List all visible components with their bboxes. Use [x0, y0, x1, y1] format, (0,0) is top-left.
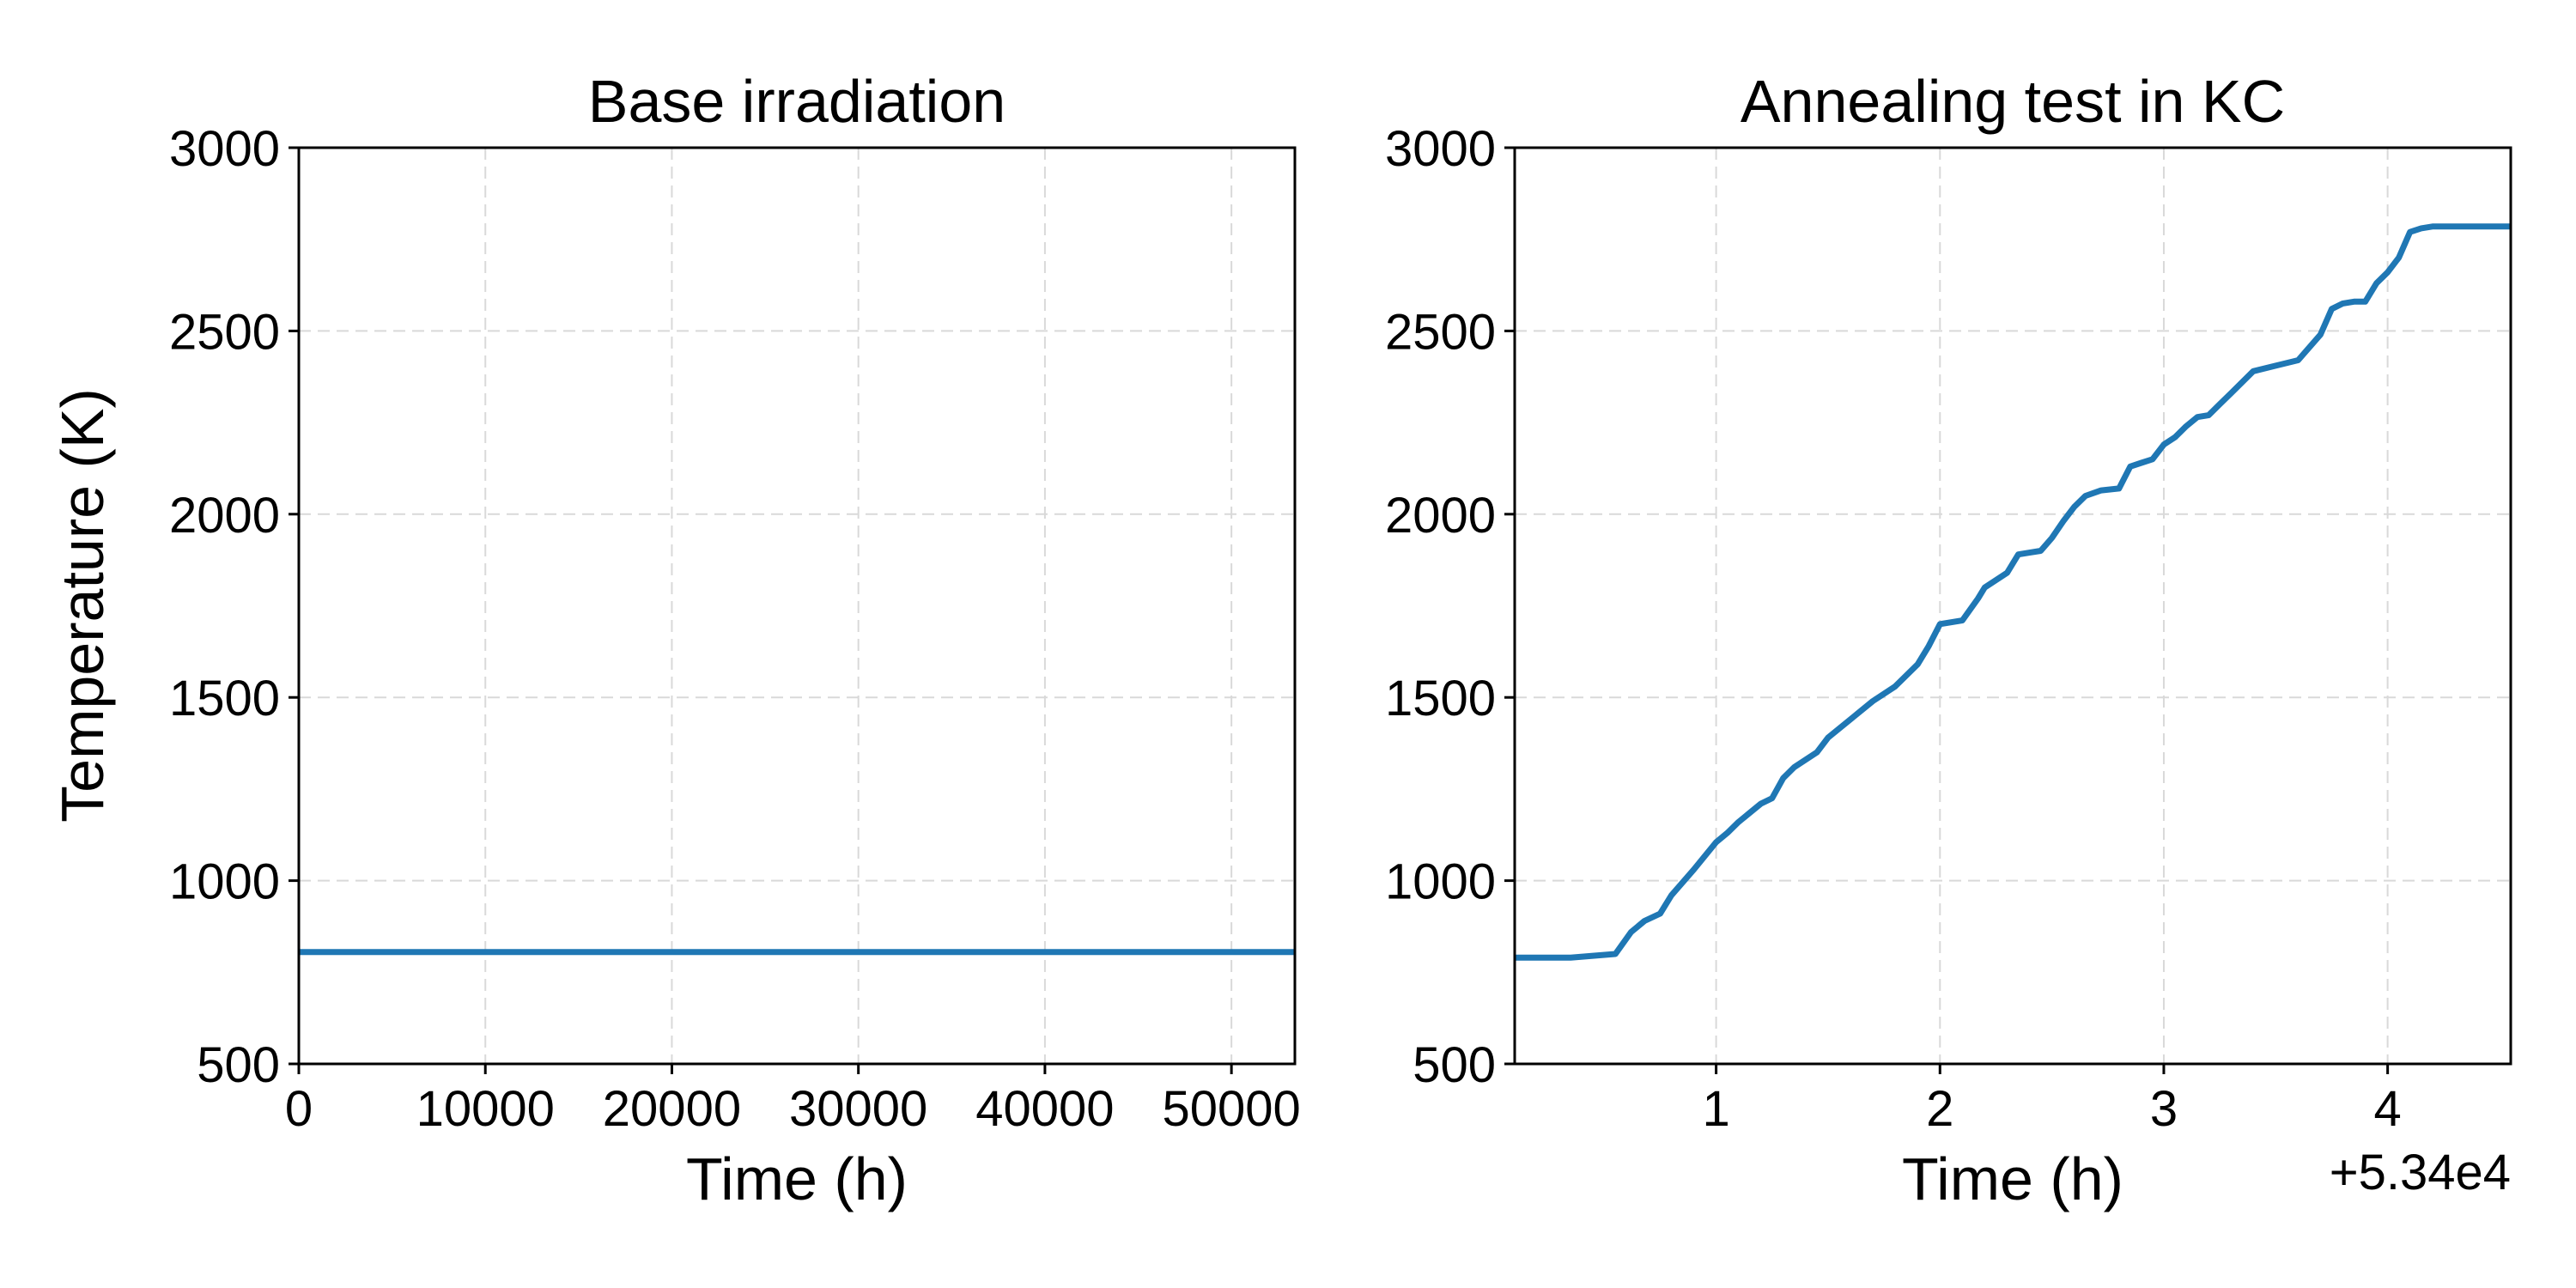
x-axis-label: Time (h): [686, 1145, 908, 1212]
x-tick-label: 50000: [1162, 1081, 1300, 1137]
x-tick-label: 30000: [789, 1081, 927, 1137]
axes-frame: [1513, 146, 2512, 1066]
y-tick-label: 3000: [169, 121, 280, 177]
right-panel: 1 2 3 4 500 1000 1500 2000 2500 3000 Annealing te…: [1385, 68, 2512, 1212]
grid-lines: [1515, 148, 2511, 1064]
x-tick-label: 10000: [416, 1081, 555, 1137]
chart-title: Annealing test in KC: [1741, 68, 2285, 135]
series-line: [1515, 223, 2511, 961]
x-tick-label: 4: [2373, 1081, 2401, 1137]
y-tick-label: 2500: [1385, 304, 1496, 360]
plot-series: [1515, 223, 2511, 961]
y-tick-label: 1000: [169, 854, 280, 910]
x-tick-label: 2: [1926, 1081, 1953, 1137]
y-tick-label: 500: [197, 1037, 280, 1093]
y-tick-label: 1000: [1385, 854, 1496, 910]
y-tick-label: 3000: [1385, 121, 1496, 177]
y-tick-label: 500: [1413, 1037, 1496, 1093]
x-tick-label: 0: [285, 1081, 313, 1137]
y-tick-label: 1500: [169, 671, 280, 726]
x-axis-label: Time (h): [1902, 1145, 2123, 1212]
x-tick-label: 1: [1702, 1081, 1729, 1137]
chart-title: Base irradiation: [588, 68, 1005, 135]
x-axis-offset-text: +5.34e4: [2330, 1145, 2511, 1200]
left-panel: 0 10000 20000 30000 40000 50000 500 1000 1500 200…: [49, 68, 1301, 1212]
y-axis-label: Temperature (K): [49, 388, 116, 823]
x-tick-label: 20000: [603, 1081, 741, 1137]
y-tick-label: 2500: [169, 304, 280, 360]
y-tick-label: 1500: [1385, 671, 1496, 726]
axes-frame: [297, 146, 1297, 1066]
y-tick-label: 2000: [169, 488, 280, 544]
ticks: 1 2 3 4 500 1000 1500 2000 2500 3000: [1385, 121, 2402, 1137]
y-tick-label: 2000: [1385, 488, 1496, 544]
grid-lines: [299, 148, 1295, 1064]
x-tick-label: 3: [2150, 1081, 2178, 1137]
ticks: 0 10000 20000 30000 40000 50000 500 1000 1500 200…: [169, 121, 1301, 1137]
x-tick-label: 40000: [975, 1081, 1114, 1137]
